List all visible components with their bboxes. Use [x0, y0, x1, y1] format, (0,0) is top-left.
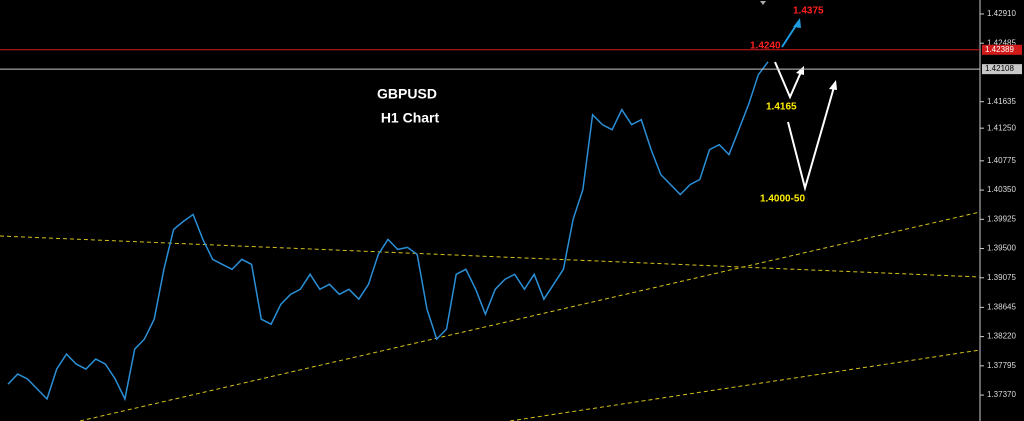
arrow-head	[793, 18, 801, 28]
annotation: 1.4240	[750, 41, 781, 52]
subtitle: H1 Chart	[381, 110, 440, 126]
price-line-series	[7, 61, 769, 402]
trendline	[0, 235, 981, 278]
annotation: 1.4375	[793, 6, 824, 17]
plot	[7, 61, 769, 402]
y-tick-label: 1.39925	[987, 214, 1016, 223]
y-tick-label: 1.37370	[987, 390, 1016, 399]
marker	[760, 1, 766, 5]
y-tick-label: 1.38645	[987, 302, 1016, 311]
arrow	[781, 23, 798, 48]
price-label-box	[982, 64, 1022, 75]
y-tick-label: 1.41635	[987, 97, 1016, 106]
y-tick-label: 1.39075	[987, 273, 1016, 282]
y-tick-label: 1.37795	[987, 361, 1016, 370]
y-tick-label: 1.38220	[987, 332, 1016, 341]
y-tick-label: 1.42485	[987, 38, 1016, 47]
annotation: 1.4000-50	[760, 194, 805, 205]
arrow	[787, 86, 835, 192]
arrow	[774, 61, 802, 100]
arrow-head	[796, 66, 804, 75]
price-label: 1.42108	[985, 64, 1014, 73]
y-tick-label: 1.42910	[987, 9, 1016, 18]
y-tick-label: 1.40350	[987, 185, 1016, 194]
arrow-head	[829, 80, 837, 90]
y-tick-label: 1.39500	[987, 244, 1016, 253]
price-label: 1.42389	[985, 45, 1014, 54]
y-tick-label: 1.41250	[987, 123, 1016, 132]
annotation: 1.4165	[766, 102, 797, 113]
title: GBPUSD	[377, 86, 437, 102]
y-tick-label: 1.40775	[987, 156, 1016, 165]
price-label-box	[982, 44, 1022, 55]
trendline	[509, 349, 981, 421]
